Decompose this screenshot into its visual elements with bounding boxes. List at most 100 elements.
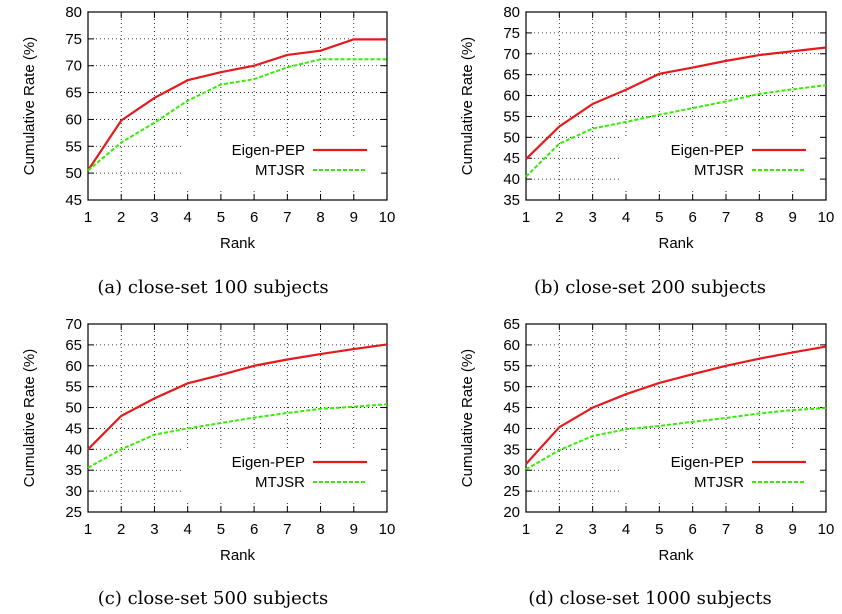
y-tick-label: 70 xyxy=(65,316,82,333)
x-tick-label: 8 xyxy=(755,521,763,538)
x-tick-label: 4 xyxy=(183,209,191,226)
legend-label-mtjsr: MTJSR xyxy=(694,162,744,179)
y-tick-label: 50 xyxy=(503,129,520,146)
y-tick-label: 45 xyxy=(503,150,520,167)
y-tick-label: 50 xyxy=(65,400,82,417)
legend-label-eigen-pep: Eigen-PEP xyxy=(232,454,305,471)
y-tick-label: 35 xyxy=(65,462,82,479)
y-axis-title: Cumulative Rate (%) xyxy=(21,37,38,175)
x-tick-label: 2 xyxy=(117,521,125,538)
legend-label-eigen-pep: Eigen-PEP xyxy=(671,142,744,159)
x-tick-label: 8 xyxy=(755,209,763,226)
plot-frame xyxy=(87,323,388,513)
x-tick-label: 7 xyxy=(722,209,730,226)
series-line-mtjsr xyxy=(525,406,827,471)
x-tick-label: 4 xyxy=(622,209,630,226)
x-tick-label: 5 xyxy=(655,521,663,538)
x-tick-label: 5 xyxy=(217,521,225,538)
y-tick-label: 35 xyxy=(503,192,520,209)
x-tick-label: 7 xyxy=(283,521,291,538)
legend-label-mtjsr: MTJSR xyxy=(255,474,305,491)
y-tick-label: 25 xyxy=(503,483,520,500)
x-tick-label: 9 xyxy=(350,209,358,226)
y-tick-label: 80 xyxy=(503,4,520,21)
x-tick-label: 2 xyxy=(555,209,563,226)
y-tick-label: 20 xyxy=(503,504,520,521)
y-tick-label: 60 xyxy=(503,337,520,354)
x-tick-label: 8 xyxy=(316,521,324,538)
y-tick-label: 30 xyxy=(65,483,82,500)
x-tick-label: 10 xyxy=(379,209,396,226)
legend-label-eigen-pep: Eigen-PEP xyxy=(671,454,744,471)
x-tick-label: 9 xyxy=(350,521,358,538)
y-tick-label: 60 xyxy=(65,358,82,375)
series-line-eigen-pep xyxy=(525,46,827,160)
x-tick-label: 3 xyxy=(588,209,596,226)
x-axis-title: Rank xyxy=(220,235,256,252)
caption-c: (c) close-set 500 subjects xyxy=(98,588,329,609)
y-axis-title: Cumulative Rate (%) xyxy=(459,349,476,487)
y-axis-title: Cumulative Rate (%) xyxy=(21,349,38,487)
x-tick-label: 6 xyxy=(250,521,258,538)
y-tick-label: 65 xyxy=(65,337,82,354)
x-tick-label: 10 xyxy=(818,521,835,538)
y-tick-label: 65 xyxy=(503,67,520,84)
y-tick-label: 30 xyxy=(503,462,520,479)
legend-label-mtjsr: MTJSR xyxy=(694,474,744,491)
y-tick-label: 65 xyxy=(503,316,520,333)
y-tick-label: 75 xyxy=(503,25,520,42)
series-line-eigen-pep xyxy=(87,38,387,172)
plot-frame xyxy=(525,323,827,513)
y-tick-label: 35 xyxy=(503,441,520,458)
x-tick-label: 1 xyxy=(84,209,92,226)
x-tick-label: 8 xyxy=(316,209,324,226)
x-tick-label: 2 xyxy=(117,209,125,226)
x-tick-label: 7 xyxy=(283,209,291,226)
series-line-mtjsr xyxy=(87,58,387,172)
x-tick-label: 4 xyxy=(183,521,191,538)
plot-frame xyxy=(87,11,388,201)
x-tick-label: 6 xyxy=(688,209,696,226)
y-tick-label: 40 xyxy=(503,420,520,437)
x-axis-title: Rank xyxy=(658,235,694,252)
plot-frame xyxy=(525,11,827,201)
x-tick-label: 7 xyxy=(722,521,730,538)
x-tick-label: 5 xyxy=(217,209,225,226)
y-tick-label: 45 xyxy=(65,420,82,437)
y-tick-label: 40 xyxy=(65,441,82,458)
y-tick-label: 80 xyxy=(65,4,82,21)
x-tick-label: 10 xyxy=(818,209,835,226)
y-tick-label: 60 xyxy=(65,111,82,128)
x-tick-label: 1 xyxy=(522,209,530,226)
x-tick-label: 1 xyxy=(84,521,92,538)
x-tick-label: 4 xyxy=(622,521,630,538)
x-tick-label: 6 xyxy=(688,521,696,538)
y-axis-title: Cumulative Rate (%) xyxy=(459,37,476,175)
series-line-eigen-pep xyxy=(87,343,388,451)
x-tick-label: 3 xyxy=(588,521,596,538)
legend-label-mtjsr: MTJSR xyxy=(255,162,305,179)
series-line-eigen-pep xyxy=(525,345,827,465)
x-axis-title: Rank xyxy=(658,547,694,564)
y-tick-label: 55 xyxy=(503,358,520,375)
y-tick-label: 25 xyxy=(65,504,82,521)
y-tick-label: 75 xyxy=(65,31,82,48)
y-tick-label: 70 xyxy=(65,58,82,75)
y-tick-label: 60 xyxy=(503,88,520,105)
y-tick-label: 55 xyxy=(65,138,82,155)
x-tick-label: 3 xyxy=(150,521,158,538)
y-tick-label: 70 xyxy=(503,46,520,63)
x-axis-title: Rank xyxy=(220,547,256,564)
x-tick-label: 6 xyxy=(250,209,258,226)
series-line-mtjsr xyxy=(87,403,388,469)
y-tick-label: 55 xyxy=(65,379,82,396)
x-tick-label: 9 xyxy=(788,521,796,538)
series-line-mtjsr xyxy=(525,84,827,178)
y-tick-label: 65 xyxy=(65,85,82,102)
caption-b: (b) close-set 200 subjects xyxy=(534,277,766,298)
caption-d: (d) close-set 1000 subjects xyxy=(528,588,771,609)
